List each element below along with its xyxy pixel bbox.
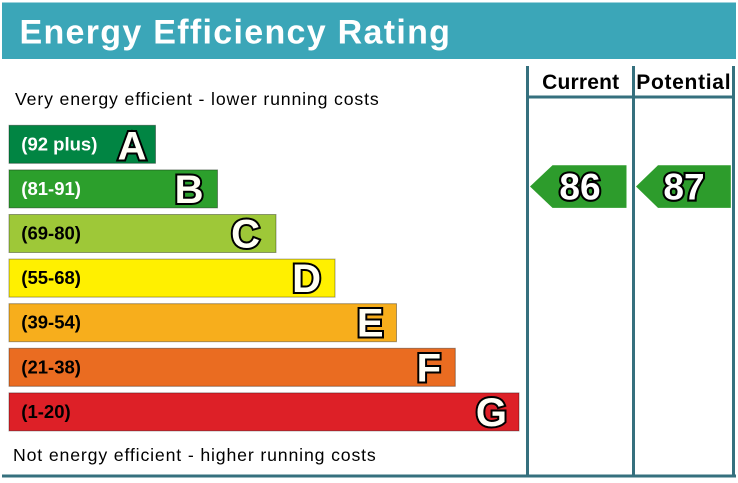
svg-text:(55-68): (55-68): [21, 267, 81, 288]
svg-text:C: C: [231, 213, 260, 257]
svg-text:B: B: [175, 168, 204, 212]
svg-text:(21-38): (21-38): [21, 356, 81, 377]
svg-text:Energy Efficiency Rating: Energy Efficiency Rating: [20, 14, 452, 52]
svg-text:87: 87: [663, 167, 704, 208]
svg-text:G: G: [476, 391, 507, 435]
svg-text:Current: Current: [542, 71, 619, 94]
svg-text:A: A: [118, 124, 147, 168]
svg-text:(81-91): (81-91): [21, 178, 81, 199]
svg-text:(92 plus): (92 plus): [21, 133, 97, 154]
svg-text:(39-54): (39-54): [21, 312, 81, 333]
svg-text:86: 86: [559, 167, 600, 208]
svg-text:Very energy efficient - lower: Very energy efficient - lower running co…: [15, 89, 380, 109]
svg-text:(1-20): (1-20): [21, 401, 70, 422]
svg-text:Not energy efficient - higher: Not energy efficient - higher running co…: [13, 445, 377, 465]
svg-text:F: F: [417, 346, 441, 390]
svg-text:D: D: [292, 257, 321, 301]
svg-text:Potential: Potential: [636, 71, 731, 94]
svg-text:E: E: [357, 302, 384, 346]
svg-text:(69-80): (69-80): [21, 223, 81, 244]
